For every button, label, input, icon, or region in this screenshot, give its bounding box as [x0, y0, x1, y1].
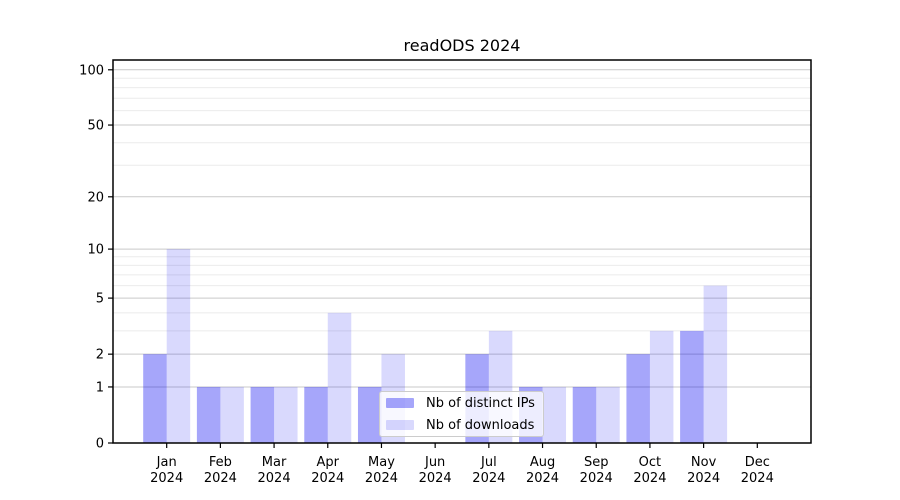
chart-title: readODS 2024 [403, 36, 521, 55]
x-tick-label: May 2024 [365, 455, 398, 486]
bar-downloads-sep [596, 386, 620, 443]
plot-frame [112, 59, 812, 444]
legend-swatch-distinct-ips [386, 398, 414, 408]
bar-distinct-ips-may [357, 386, 382, 443]
bar-downloads-mar [274, 386, 298, 443]
x-tick-label: Mar 2024 [258, 455, 291, 486]
bar-downloads-apr [327, 312, 352, 443]
x-tick-label: Apr 2024 [311, 455, 344, 486]
bar-distinct-ips-mar [250, 386, 275, 443]
x-tick-label: Nov 2024 [687, 455, 720, 486]
bar-distinct-ips-sep [572, 386, 597, 443]
y-tick-label: 0 [96, 437, 104, 452]
bar-downloads-feb [220, 386, 244, 443]
y-tick-label: 2 [96, 348, 104, 363]
y-tick-label: 10 [87, 243, 104, 258]
y-tick-label: 100 [79, 63, 104, 78]
bar-distinct-ips-feb [196, 386, 221, 443]
x-tick-label: Oct 2024 [633, 455, 666, 486]
x-tick-label: Aug 2024 [526, 455, 559, 486]
legend-swatch-downloads [386, 420, 414, 430]
x-tick-label: Dec 2024 [741, 455, 774, 486]
legend: Nb of distinct IPs Nb of downloads [379, 391, 544, 437]
y-tick-label: 20 [87, 190, 104, 205]
bar-distinct-ips-apr [304, 386, 328, 443]
x-tick-label: Jul 2024 [472, 455, 505, 486]
x-tick-label: Jan 2024 [150, 455, 183, 486]
bar-downloads-nov [703, 285, 728, 443]
legend-item-downloads: Nb of downloads [386, 417, 543, 433]
legend-item-distinct-ips: Nb of distinct IPs [386, 395, 543, 411]
bar-downloads-oct [649, 330, 674, 443]
legend-label-downloads: Nb of downloads [426, 417, 535, 433]
y-tick-label: 5 [96, 292, 104, 307]
bar-distinct-ips-oct [626, 354, 650, 443]
y-tick-label: 1 [96, 380, 104, 395]
bar-distinct-ips-jan [143, 354, 167, 443]
x-tick-label: Sep 2024 [580, 455, 613, 486]
bar-downloads-jan [166, 249, 191, 443]
bar-downloads-aug [542, 386, 567, 443]
legend-label-distinct-ips: Nb of distinct IPs [426, 395, 535, 411]
bar-distinct-ips-nov [680, 330, 704, 443]
y-tick-label: 50 [87, 119, 104, 134]
x-tick-label: Jun 2024 [419, 455, 452, 486]
x-tick-label: Feb 2024 [204, 455, 237, 486]
